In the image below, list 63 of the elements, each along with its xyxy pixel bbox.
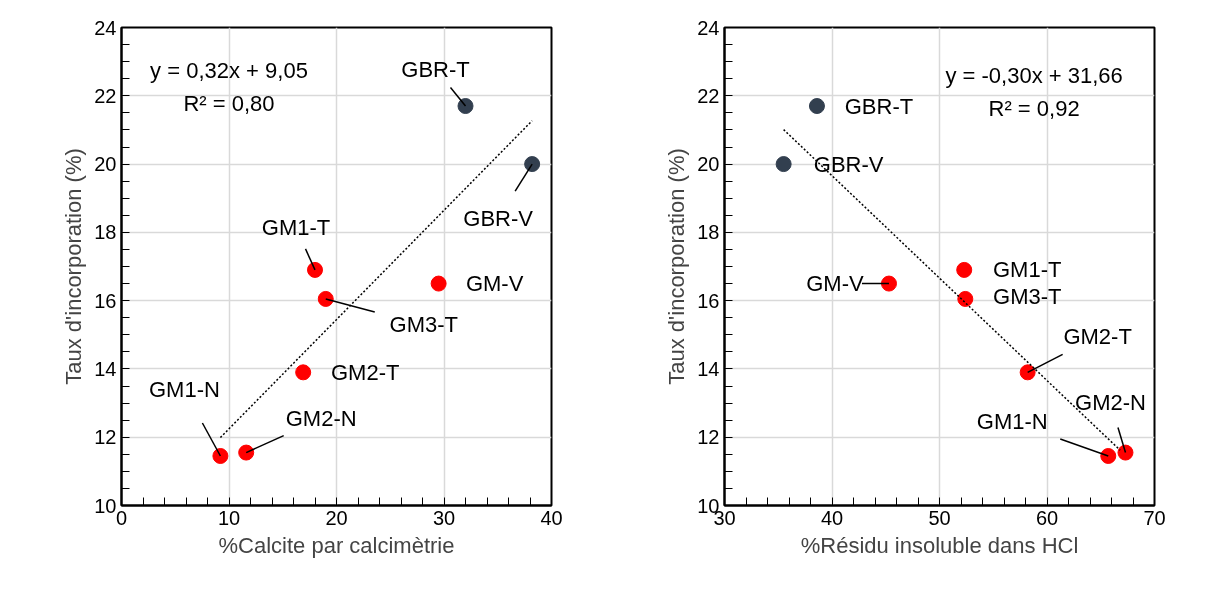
x-tick-label: 40 [820,506,844,529]
y-axis-title: Taux d'incorporation (%) [61,148,87,385]
point [317,290,334,307]
annotation: GM2-T [1063,323,1132,349]
y-tick-label: 18 [94,221,117,244]
point [295,364,312,381]
x-tick-label: 40 [540,506,563,529]
annotation: GM-V [465,271,524,297]
x-tick-label: 10 [217,506,241,529]
point [957,290,974,307]
point [238,444,255,461]
annotation: y = -0,30x + 31,66 [945,62,1123,88]
annotation: R² = 0,92 [988,96,1080,122]
annotation: GM2-T [330,359,400,385]
annotation: GBR-T [844,93,914,119]
point [430,275,447,292]
annotation: GBR-V [463,205,534,231]
point [1117,444,1134,461]
annotation: R² = 0,80 [183,91,275,117]
x-axis-title: %Résidu insoluble dans HCl [800,532,1079,558]
annotation: GM1-T [261,215,331,241]
y-tick-label: 14 [94,357,117,380]
x-axis-title: %Calcite par calcimètrie [218,532,455,558]
annotation: GM2-N [1075,390,1146,416]
annotation: GBR-V [813,151,884,177]
x-tick-label: 30 [432,506,456,529]
y-tick-label: 24 [94,16,117,39]
y-tick-label: 18 [697,221,720,244]
point [956,261,973,278]
point [808,98,825,115]
y-tick-label: 24 [697,16,720,39]
annotation: GM1-N [976,409,1048,435]
y-tick-label: 16 [697,289,720,312]
x-tick-label: 60 [1035,506,1059,529]
point [1100,448,1117,464]
annotation: GM3-T [993,284,1062,310]
point [212,448,229,464]
annotation: GM2-N [285,406,357,432]
point [524,156,541,173]
y-tick-label: 22 [697,84,720,107]
y-tick-label: 16 [94,289,117,312]
y-tick-label: 12 [697,426,720,449]
y-tick-label: 14 [697,357,720,380]
point [457,98,474,115]
annotation: GBR-T [401,56,470,82]
annotation: y = 0,32x + 9,05 [150,58,308,84]
y-tick-label: 12 [94,426,117,449]
annotation: GM1-T [993,257,1062,283]
y-tick-label: 22 [94,84,117,107]
x-tick-label: 70 [1143,506,1166,529]
x-tick-label: 20 [325,506,348,529]
point [307,261,323,278]
annotation: GM3-T [389,312,458,338]
y-tick-label: 20 [94,153,117,176]
point [880,275,897,292]
annotation: GM1-N [148,377,220,403]
annotation: GM-V [806,271,865,297]
y-tick-label: 20 [697,153,720,176]
x-tick-label: 0 [115,506,128,529]
point [775,156,792,173]
y-axis-title: Taux d'incorporation (%) [664,148,690,385]
point [1019,364,1036,381]
x-tick-label: 50 [928,506,951,529]
